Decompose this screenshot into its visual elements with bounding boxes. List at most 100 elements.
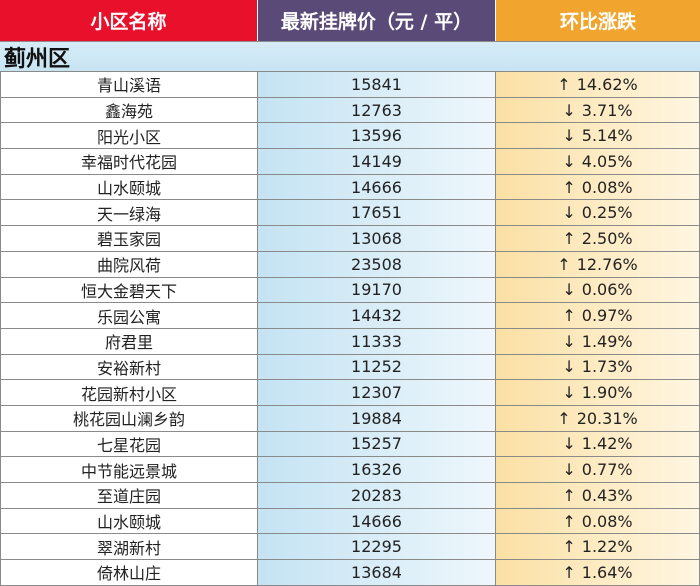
change-cell: ↑ 0.08% xyxy=(496,508,700,534)
arrow-down-icon: ↓ xyxy=(562,151,576,171)
arrow-down-icon: ↓ xyxy=(562,100,576,120)
listing-price: 14432 xyxy=(258,303,496,328)
community-name: 花园新村小区 xyxy=(0,380,258,405)
arrow-down-icon: ↓ xyxy=(562,126,576,146)
change-value: 0.25% xyxy=(581,203,633,223)
listing-price: 15841 xyxy=(258,72,496,97)
arrow-down-icon: ↓ xyxy=(562,383,576,403)
change-cell: ↑ 1.22% xyxy=(496,534,700,560)
change-value: 1.73% xyxy=(581,357,633,377)
community-name: 碧玉家园 xyxy=(0,226,258,251)
community-name: 恒大金碧天下 xyxy=(0,277,258,303)
community-name: 翠湖新村 xyxy=(0,534,258,560)
listing-price: 11252 xyxy=(258,354,496,380)
change-cell: ↓ 0.25% xyxy=(496,200,700,226)
table-row: 山水颐城 14666 ↑ 0.08% xyxy=(0,508,700,535)
listing-price: 20283 xyxy=(258,483,496,508)
arrow-down-icon: ↓ xyxy=(562,331,576,351)
listing-price: 13596 xyxy=(258,123,496,149)
community-name: 阳光小区 xyxy=(0,123,258,149)
change-value: 1.42% xyxy=(581,434,633,454)
change-value: 0.08% xyxy=(581,511,633,531)
change-value: 0.43% xyxy=(581,485,633,505)
change-cell: ↑ 14.62% xyxy=(496,72,700,97)
listing-price: 19884 xyxy=(258,405,496,431)
listing-price: 23508 xyxy=(258,251,496,277)
change-value: 12.76% xyxy=(576,254,638,274)
arrow-down-icon: ↓ xyxy=(562,434,576,454)
table-row: 府君里 11333 ↓ 1.49% xyxy=(0,328,700,355)
table-row: 鑫海苑 12763 ↓ 3.71% xyxy=(0,97,700,124)
listing-price: 14149 xyxy=(258,149,496,174)
change-value: 5.14% xyxy=(581,126,633,146)
community-name: 中节能远景城 xyxy=(0,457,258,482)
arrow-up-icon: ↑ xyxy=(562,306,576,326)
community-name: 府君里 xyxy=(0,328,258,354)
listing-price: 11333 xyxy=(258,328,496,354)
change-cell: ↓ 1.42% xyxy=(496,431,700,457)
change-value: 0.06% xyxy=(581,280,633,300)
arrow-down-icon: ↓ xyxy=(562,357,576,377)
column-header-change: 环比涨跌 xyxy=(496,0,700,41)
arrow-up-icon: ↑ xyxy=(562,177,576,197)
community-name: 鑫海苑 xyxy=(0,97,258,123)
column-header-price: 最新挂牌价（元 / 平） xyxy=(258,0,496,41)
community-name: 山水颐城 xyxy=(0,174,258,200)
table-row: 曲院风荷 23508 ↑ 12.76% xyxy=(0,251,700,278)
arrow-down-icon: ↓ xyxy=(562,460,576,480)
table-row: 七星花园 15257 ↓ 1.42% xyxy=(0,431,700,458)
change-value: 14.62% xyxy=(576,74,638,94)
table-header: 小区名称 最新挂牌价（元 / 平） 环比涨跌 xyxy=(0,0,700,41)
listing-price: 13684 xyxy=(258,560,496,585)
table-row: 中节能远景城 16326 ↓ 0.77% xyxy=(0,457,700,483)
change-value: 0.97% xyxy=(581,306,633,326)
change-cell: ↑ 20.31% xyxy=(496,405,700,431)
change-cell: ↓ 5.14% xyxy=(496,123,700,149)
change-cell: ↑ 0.08% xyxy=(496,174,700,200)
column-header-name: 小区名称 xyxy=(0,0,258,41)
listing-price: 13068 xyxy=(258,226,496,251)
table-row: 至道庄园 20283 ↑ 0.43% xyxy=(0,483,700,509)
listing-price: 19170 xyxy=(258,277,496,303)
community-name: 幸福时代花园 xyxy=(0,149,258,174)
table-row: 天一绿海 17651 ↓ 0.25% xyxy=(0,200,700,227)
listing-price: 12307 xyxy=(258,380,496,405)
change-cell: ↓ 1.73% xyxy=(496,354,700,380)
change-cell: ↑ 12.76% xyxy=(496,251,700,277)
table-row: 倚林山庄 13684 ↑ 1.64% xyxy=(0,560,700,586)
community-name: 山水颐城 xyxy=(0,508,258,534)
table-row: 乐园公寓 14432 ↑ 0.97% xyxy=(0,303,700,329)
table-row: 恒大金碧天下 19170 ↓ 0.06% xyxy=(0,277,700,304)
change-value: 0.08% xyxy=(581,177,633,197)
community-name: 七星花园 xyxy=(0,431,258,457)
community-name: 安裕新村 xyxy=(0,354,258,380)
change-value: 2.50% xyxy=(581,228,633,248)
arrow-up-icon: ↑ xyxy=(562,562,576,582)
change-value: 4.05% xyxy=(581,151,633,171)
listing-price: 16326 xyxy=(258,457,496,482)
table-body: 青山溪语 15841 ↑ 14.62% 鑫海苑 12763 ↓ 3.71% 阳光小区 13596 ↓… xyxy=(0,72,700,586)
table-row: 碧玉家园 13068 ↑ 2.50% xyxy=(0,226,700,252)
community-name: 天一绿海 xyxy=(0,200,258,226)
change-value: 1.90% xyxy=(581,383,633,403)
community-name: 倚林山庄 xyxy=(0,560,258,585)
arrow-up-icon: ↑ xyxy=(562,228,576,248)
change-cell: ↓ 4.05% xyxy=(496,149,700,174)
arrow-up-icon: ↑ xyxy=(562,537,576,557)
change-cell: ↑ 0.43% xyxy=(496,483,700,508)
table-row: 青山溪语 15841 ↑ 14.62% xyxy=(0,72,700,98)
change-cell: ↓ 1.49% xyxy=(496,328,700,354)
change-cell: ↓ 0.06% xyxy=(496,277,700,303)
table-row: 花园新村小区 12307 ↓ 1.90% xyxy=(0,380,700,406)
change-value: 20.31% xyxy=(576,408,638,428)
listing-price: 14666 xyxy=(258,508,496,534)
table-row: 阳光小区 13596 ↓ 5.14% xyxy=(0,123,700,150)
community-name: 桃花园山澜乡韵 xyxy=(0,405,258,431)
table-row: 桃花园山澜乡韵 19884 ↑ 20.31% xyxy=(0,405,700,432)
arrow-up-icon: ↑ xyxy=(557,254,571,274)
arrow-up-icon: ↑ xyxy=(557,74,571,94)
listing-price: 14666 xyxy=(258,174,496,200)
community-name: 乐园公寓 xyxy=(0,303,258,328)
change-value: 1.49% xyxy=(581,331,633,351)
